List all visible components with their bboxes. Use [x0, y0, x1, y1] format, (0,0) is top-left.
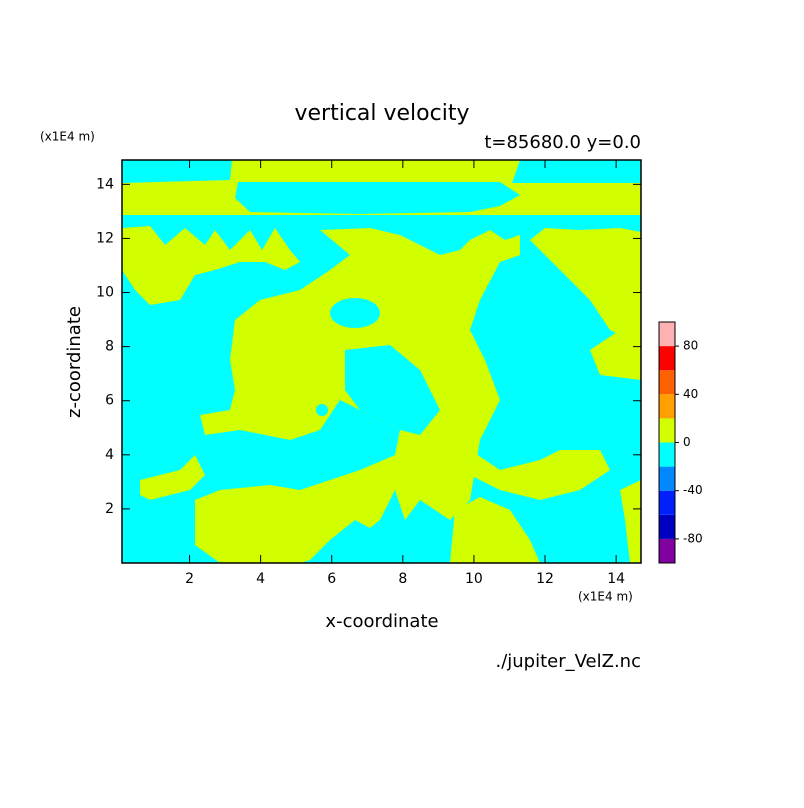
colorbar-segment — [659, 394, 675, 419]
colorbar-tick-label: 80 — [683, 339, 698, 353]
contour-region — [590, 330, 641, 380]
y-axis-label: z-coordinate — [64, 306, 85, 418]
colorbar-segment — [659, 346, 675, 371]
x-tick-label: 6 — [327, 571, 336, 587]
colorbar-segment — [659, 490, 675, 515]
y-tick-label: 6 — [105, 393, 114, 409]
y-tick-label: 10 — [96, 285, 114, 301]
contour-field — [122, 160, 641, 563]
x-tick-label: 4 — [256, 571, 265, 587]
colorbar-segment — [659, 514, 675, 539]
contour-region — [345, 345, 440, 435]
x-tick-label: 14 — [607, 571, 625, 587]
colorbar-tick-label: 0 — [683, 435, 691, 449]
source-file: ./jupiter_VelZ.nc — [495, 651, 641, 672]
chart-title: vertical velocity — [294, 101, 469, 126]
y-tick-label: 2 — [105, 501, 114, 517]
contour-region — [420, 440, 610, 500]
colorbar-segment — [659, 442, 675, 467]
contour-region — [316, 404, 328, 416]
contour-region — [330, 298, 380, 328]
x-unit: (x1E4 m) — [578, 590, 633, 604]
contour-region — [530, 228, 641, 345]
x-tick-label: 10 — [465, 571, 483, 587]
colorbar-segment — [659, 418, 675, 443]
colorbar-tick-label: -40 — [683, 483, 703, 497]
x-tick-label: 8 — [398, 571, 407, 587]
colorbar-segment — [659, 370, 675, 395]
x-tick-label: 2 — [185, 571, 194, 587]
colorbar-segment — [659, 538, 675, 563]
contour-region — [450, 497, 540, 563]
contour-region — [235, 182, 520, 214]
y-tick-label: 14 — [96, 176, 114, 192]
colorbar-segment — [659, 466, 675, 491]
contour-region — [140, 455, 205, 500]
x-tick-label: 12 — [536, 571, 554, 587]
plot-frame — [121, 159, 642, 564]
x-axis-label: x-coordinate — [325, 611, 438, 632]
contour-region — [620, 480, 641, 563]
colorbar-tick-label: 40 — [683, 387, 698, 401]
y-tick-label: 12 — [96, 230, 114, 246]
y-tick-label: 4 — [105, 447, 114, 463]
contour-region — [122, 226, 300, 305]
chart-subtitle: t=85680.0 y=0.0 — [484, 132, 641, 153]
colorbar-segment — [659, 322, 675, 347]
y-unit: (x1E4 m) — [40, 130, 95, 144]
y-tick-label: 8 — [105, 339, 114, 355]
colorbar-tick-label: -80 — [683, 531, 703, 545]
